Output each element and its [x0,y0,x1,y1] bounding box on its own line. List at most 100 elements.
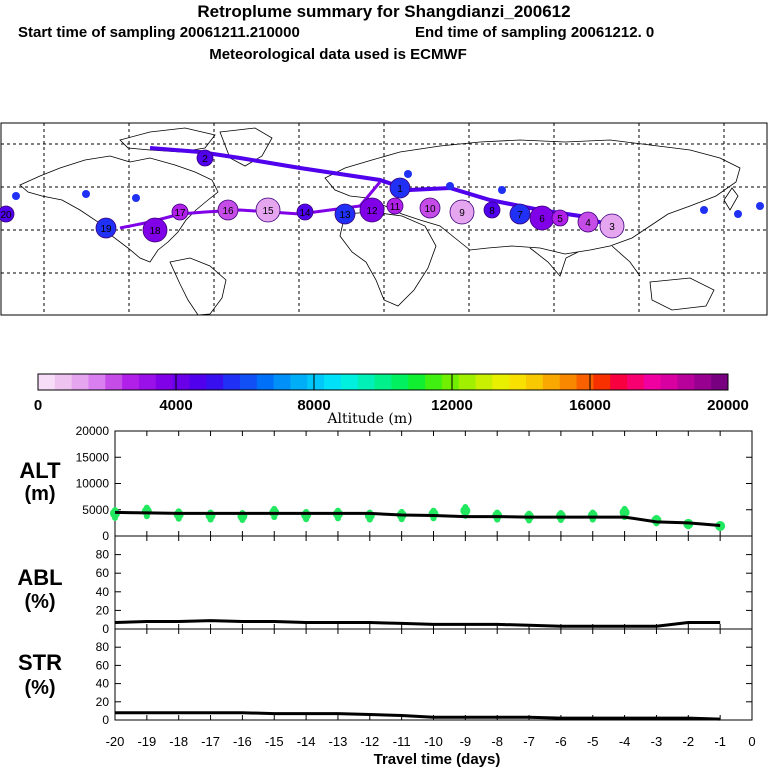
map-marker-label: 14 [299,208,311,219]
map-marker-label: 12 [366,206,378,217]
colorbar-cell [711,374,729,390]
alt-point-spread [143,513,150,520]
map-marker [95,217,117,239]
alt-point-spread [685,523,692,530]
alt-point-spread [462,504,469,511]
x-tick-label: -10 [424,734,443,749]
map-marker-small [756,202,764,210]
colorbar-cell [256,374,275,390]
alt-point-spread [334,515,341,522]
alt-point-spread [557,510,564,517]
alt-ytick-label: 20000 [76,424,110,438]
alt-point-spread [526,517,533,524]
alt-ytick-label: 10000 [76,477,110,491]
alt-point-spread [526,510,533,517]
colorbar-cell [172,374,190,390]
colorbar-tick-label: 20000 [707,397,749,414]
colorbar-cell [627,374,645,390]
x-tick-label: -12 [360,734,379,749]
abl-ytick-label: 20 [96,603,110,617]
map-marker-small [498,186,506,194]
map-marker [389,177,411,199]
alt-point-spread [271,514,278,521]
time-series-panels: 20000 15000 10000 5000 0 80 60 40 20 0 80 60 40 20 0 -2… [17,424,755,768]
x-axis-title: Travel time (days) [374,751,501,768]
x-tick-label: -9 [460,734,472,749]
map-marker-label: 15 [262,206,274,217]
end-time-label: End time of sampling 20061212. 0 [415,24,655,41]
map-marker [386,197,404,215]
alt-point-spread [653,514,660,521]
map-marker-label: 13 [339,210,351,221]
map-marker-label: 17 [174,208,186,219]
map-marker-label: 5 [557,214,563,225]
start-time-label: Start time of sampling 20061211.210000 [18,24,300,41]
alt-point-spread [398,508,405,515]
colorbar-cell [610,374,628,390]
str-line [115,711,721,721]
str-ytick-label: 20 [96,695,110,709]
colorbar-tick-label: 0 [34,397,42,414]
str-axis-unit: (%) [24,677,55,699]
map-marker [509,203,531,225]
alt-point-spread [494,516,501,523]
map-markers: 20 19 18 17 16 15 14 13 12 11 10 9 8 7 6 5 4 3 2 1 [0,149,764,243]
alt-point-spread [239,517,246,524]
map-marker-small [446,182,454,190]
x-tick-label: -6 [555,734,567,749]
alt-point-spread [175,515,182,522]
x-tick-label: -14 [297,734,316,749]
met-data-label: Meteorological data used is ECMWF [209,46,467,63]
str-ytick-label: 0 [102,713,109,727]
x-tick-label: -17 [201,734,220,749]
colorbar-cell [324,374,342,390]
map-marker-label: 1 [397,184,403,195]
map-marker [142,217,168,243]
colorbar-cell [458,374,477,390]
alt-point-spread [207,516,214,523]
colorbar-cell [492,374,510,390]
map-marker [296,203,314,221]
alt-point-spread [621,505,628,512]
alt-point-spread [398,516,405,523]
colorbar-cell [122,374,140,390]
map-marker-small [132,194,140,202]
abl-axis-unit: (%) [24,591,55,613]
x-tick-label: -3 [651,734,663,749]
x-tick-label: -1 [714,734,726,749]
alt-point-spread [494,509,501,516]
x-tick-label: -2 [683,734,695,749]
x-tick-label: -8 [491,734,503,749]
map-coastlines [19,127,741,316]
colorbar-cell [408,374,426,390]
map-marker-label: 16 [222,206,234,217]
colorbar-cell [374,374,392,390]
map-marker-label: 8 [489,206,495,217]
x-tick-label: -15 [265,734,284,749]
colorbar-cell [391,374,409,390]
colorbar-cell [576,374,594,390]
x-tick-label: -18 [169,734,188,749]
colorbar-cell [138,374,157,390]
map-marker [0,205,15,223]
colorbar-cell [54,374,73,390]
map-marker [171,203,189,221]
alt-point-spread [430,507,437,514]
alt-point-spread [112,514,118,521]
map-marker [577,211,599,233]
chart-title: Retroplume summary for Shangdianzi_20061… [197,2,571,21]
map-marker [255,197,281,223]
colorbar-cell [441,374,460,390]
str-axis-label: STR [18,650,62,675]
x-tick-label: -16 [233,734,252,749]
colorbar-cell [155,374,174,390]
map-marker-small [12,192,20,200]
abl-ytick-label: 0 [102,622,109,636]
colorbar-cell [643,374,662,390]
alt-point-spread [366,516,373,523]
alt-point-spread [589,509,596,516]
map-marker-label: 20 [0,210,12,221]
map-marker-label: 3 [609,222,615,233]
abl-ytick-label: 40 [96,585,110,599]
